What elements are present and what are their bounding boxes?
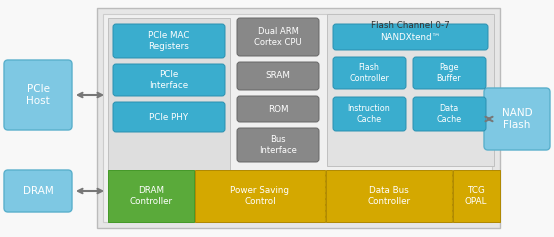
Text: DRAM: DRAM — [23, 186, 53, 196]
Bar — [453, 170, 500, 222]
FancyBboxPatch shape — [237, 128, 319, 162]
FancyBboxPatch shape — [113, 24, 225, 58]
Text: PCIe
Interface: PCIe Interface — [150, 70, 188, 90]
Bar — [326, 170, 452, 222]
Text: Dual ARM
Cortex CPU: Dual ARM Cortex CPU — [254, 27, 302, 47]
FancyBboxPatch shape — [333, 57, 406, 89]
Text: DRAM
Controller: DRAM Controller — [130, 186, 172, 206]
Text: Data
Cache: Data Cache — [437, 104, 461, 124]
Text: Bus
Interface: Bus Interface — [259, 135, 297, 155]
Text: PCIe MAC
Registers: PCIe MAC Registers — [148, 31, 190, 51]
Bar — [108, 170, 194, 222]
Text: Page
Buffer: Page Buffer — [437, 63, 461, 83]
Text: Instruction
Cache: Instruction Cache — [347, 104, 391, 124]
Bar — [108, 18, 230, 170]
FancyBboxPatch shape — [113, 64, 225, 96]
FancyBboxPatch shape — [113, 102, 225, 132]
Text: PCIe PHY: PCIe PHY — [150, 113, 188, 122]
Text: Data Bus
Controller: Data Bus Controller — [367, 186, 411, 206]
Text: Power Saving
Control: Power Saving Control — [230, 186, 290, 206]
Bar — [327, 14, 494, 166]
Bar — [195, 170, 325, 222]
Text: ROM: ROM — [268, 105, 288, 114]
Bar — [97, 8, 500, 228]
FancyBboxPatch shape — [333, 24, 488, 50]
FancyBboxPatch shape — [237, 18, 319, 56]
FancyBboxPatch shape — [4, 170, 72, 212]
FancyBboxPatch shape — [413, 57, 486, 89]
Text: SRAM: SRAM — [265, 72, 290, 81]
Text: Flash Channel 0-7: Flash Channel 0-7 — [371, 20, 449, 29]
FancyBboxPatch shape — [237, 62, 319, 90]
FancyBboxPatch shape — [413, 97, 486, 131]
Text: Flash
Controller: Flash Controller — [349, 63, 389, 83]
FancyBboxPatch shape — [4, 60, 72, 130]
FancyBboxPatch shape — [484, 88, 550, 150]
FancyBboxPatch shape — [333, 97, 406, 131]
Text: NAND
Flash: NAND Flash — [502, 108, 532, 130]
Bar — [103, 14, 492, 222]
Text: PCIe
Host: PCIe Host — [26, 84, 50, 106]
Text: NANDXtend™: NANDXtend™ — [380, 32, 440, 41]
FancyBboxPatch shape — [237, 96, 319, 122]
Text: TCG
OPAL: TCG OPAL — [465, 186, 488, 206]
